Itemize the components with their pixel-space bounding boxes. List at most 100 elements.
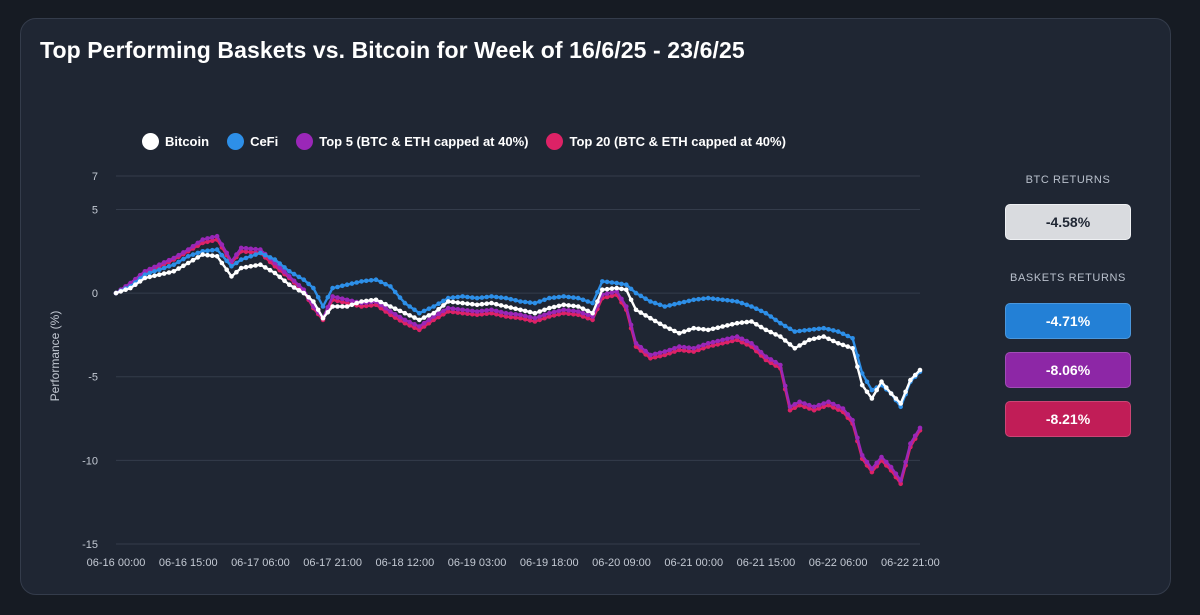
series-line-top-20-btc-eth-capped-at-40[interactable] [115,238,922,485]
legend-item-cefi[interactable]: CeFi [227,132,279,150]
data-point [855,435,860,441]
data-point [840,406,846,411]
data-point [821,404,826,410]
data-point [210,238,215,243]
y-tick-label: 0 [92,288,98,300]
data-point [614,285,619,291]
data-point [773,363,778,368]
data-point [672,328,677,334]
data-point [705,327,711,333]
data-point [417,327,422,333]
data-point [335,304,340,309]
data-point [296,288,302,293]
data-point [566,308,571,313]
data-point [677,347,682,353]
data-point [277,274,283,280]
data-point [513,312,518,317]
data-point [296,274,302,280]
data-point [758,324,764,330]
data-point [412,315,417,320]
data-point [287,274,292,279]
data-point [185,247,191,252]
data-point [782,323,788,329]
data-point [503,310,509,316]
data-point [739,339,745,345]
data-point [691,297,696,303]
data-point [301,290,307,296]
data-point [821,401,826,406]
data-point [282,278,287,284]
data-point [869,387,875,393]
data-point [662,324,668,329]
legend-label-cefi: CeFi [250,133,279,149]
data-point [489,294,494,299]
data-point [417,317,422,323]
data-point [850,346,855,351]
data-point [729,298,735,304]
data-point [802,328,807,333]
data-point [701,342,706,348]
data-point [585,308,591,314]
data-point [816,326,822,332]
data-point [884,459,889,465]
data-point [287,269,292,274]
data-point [633,341,639,346]
data-point [378,279,384,285]
data-point [609,280,615,285]
data-point [835,407,841,412]
data-point [566,294,571,300]
data-point [701,327,706,332]
data-point [479,295,485,300]
data-point [388,309,393,314]
data-point [821,334,826,339]
data-point [715,342,721,347]
data-point [542,315,547,321]
data-point [364,303,369,309]
data-point [648,299,653,304]
data-point [754,322,759,327]
data-point [320,315,326,321]
data-point [614,289,619,294]
data-point [874,387,879,393]
series-lines [113,233,923,487]
data-point [792,346,798,351]
data-point [725,323,730,328]
legend-item-bitcoin[interactable]: Bitcoin [142,132,209,150]
data-point [315,307,321,313]
data-point [508,296,514,302]
legend-item-top5[interactable]: Top 5 (BTC & ETH capped at 40%) [296,132,528,150]
data-point [686,348,692,354]
x-tick-label: 06-17 21:00 [303,557,362,569]
legend-item-top20[interactable]: Top 20 (BTC & ETH capped at 40%) [546,132,786,150]
data-point [691,349,696,354]
data-point [306,295,311,300]
data-point [460,300,465,306]
data-point [513,315,518,320]
data-point [359,279,364,284]
data-point [898,401,903,406]
y-tick-label: -5 [88,372,98,384]
data-point [436,314,441,320]
data-point [898,404,903,410]
data-point [575,309,581,314]
data-point [508,314,514,320]
data-point [243,249,249,254]
data-point [513,298,518,303]
data-point [696,326,701,332]
data-point [195,240,201,246]
x-tick-label: 06-20 09:00 [592,557,651,569]
data-point [402,320,408,326]
data-point [551,304,557,310]
series-markers [113,247,923,410]
data-point [133,282,138,288]
data-point [590,300,595,306]
data-point [205,248,210,253]
data-point [903,389,908,395]
x-tick-label: 06-17 06:00 [231,557,290,569]
y-tick-label: -15 [82,539,98,551]
x-tick-label: 06-16 15:00 [159,557,218,569]
data-point [378,299,384,305]
data-point [888,391,894,396]
data-point [402,317,408,323]
data-point [238,245,244,251]
